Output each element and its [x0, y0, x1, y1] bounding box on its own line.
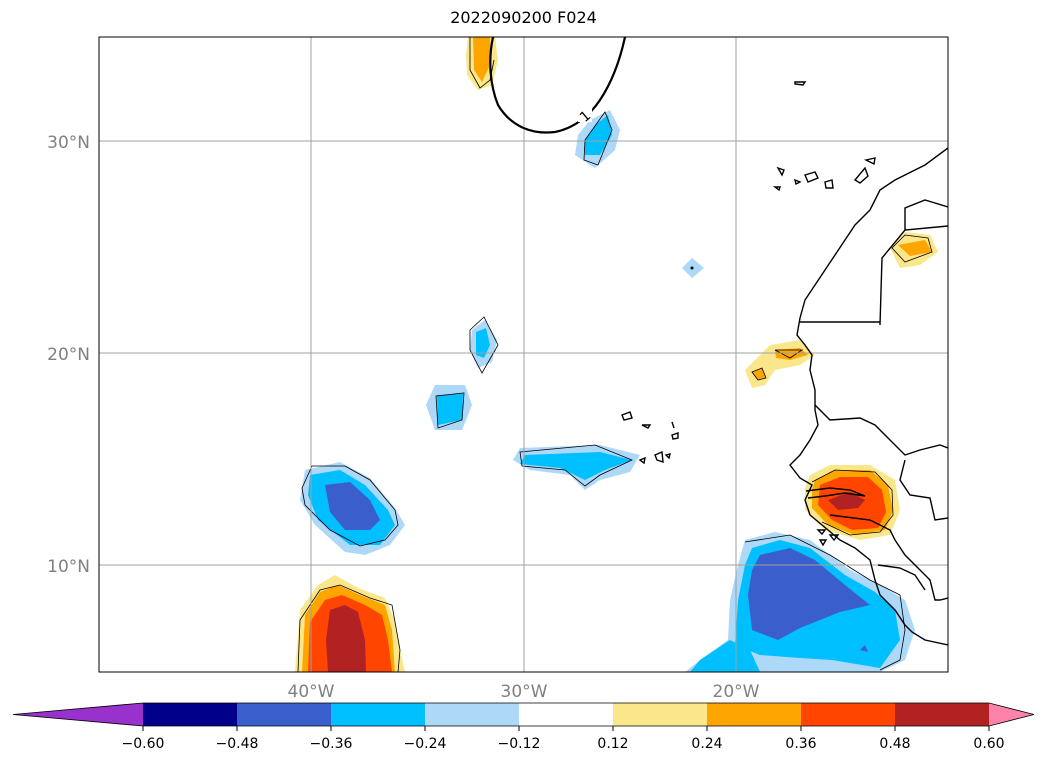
positive-anomaly-senegal: [805, 465, 900, 540]
colorbar-tick-label: 0.36: [785, 736, 816, 752]
colorbar-segment: [237, 703, 332, 726]
colorbar-extend-low: [13, 703, 143, 726]
colorbar-segment: [331, 703, 426, 726]
negative-anomaly-cape-verde-north: [469, 316, 499, 374]
lat-label-30n: 30°N: [47, 133, 90, 153]
colorbar-segment: [519, 703, 614, 726]
colorbar-tick-label: −0.48: [216, 736, 259, 752]
colorbar-segment: [707, 703, 802, 726]
positive-anomaly-sahara: [890, 232, 938, 268]
negative-anomaly-africa: [685, 532, 915, 672]
colorbar-segment: [143, 703, 238, 726]
coastlines: [789, 147, 948, 646]
colorbar-tick-label: 0.24: [691, 736, 722, 752]
negative-anomaly-34w: [426, 385, 472, 430]
islands: [621, 81, 876, 547]
lat-label-20n: 20°N: [47, 345, 90, 365]
negative-anomaly-cape-verde: [513, 444, 640, 490]
colorbar-tick-label: −0.12: [498, 736, 541, 752]
contour-line: 1: [489, 37, 627, 134]
negative-anomaly-small: [682, 258, 704, 278]
lat-label-10n: 10°N: [47, 557, 90, 577]
colorbar-tick-label: −0.60: [122, 736, 165, 752]
colorbar-segment: [801, 703, 896, 726]
colorbar-segment: [895, 703, 990, 726]
colorbar-extend-high: [989, 703, 1034, 726]
map-frame: [98, 36, 949, 673]
colorbar-tick-label: −0.24: [404, 736, 447, 752]
lon-label-20w: 20°W: [713, 682, 760, 702]
colorbar-tick-label: 0.12: [597, 736, 628, 752]
negative-anomaly-40w: [300, 462, 405, 555]
lon-label-30w: 30°W: [501, 682, 548, 702]
positive-anomaly-38w: [295, 575, 405, 672]
colorbar-tick-label: 0.48: [879, 736, 910, 752]
gridlines: [99, 37, 948, 672]
anomaly-fields: 1: [99, 37, 948, 672]
colorbar-tick-label: −0.36: [310, 736, 353, 752]
positive-anomaly-mauritania: [745, 340, 815, 388]
colorbar-tick-label: 0.60: [973, 736, 1004, 752]
colorbar-segment: [425, 703, 520, 726]
negative-anomaly-27w: [575, 110, 620, 168]
colorbar: −0.60 −0.48 −0.36 −0.24 −0.12 0.12 0.24 0.36 0.4…: [12, 702, 1035, 752]
lon-label-40w: 40°W: [288, 682, 335, 702]
colorbar-segment: [613, 703, 708, 726]
chart-title: 2022090200 F024: [450, 8, 597, 27]
